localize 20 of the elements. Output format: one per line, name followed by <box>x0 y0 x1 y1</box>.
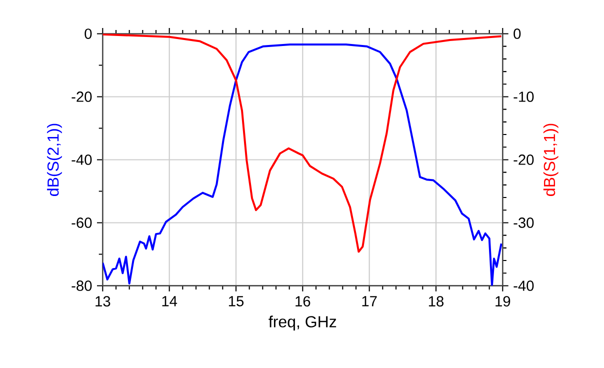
y2-axis-title: dB(S(1,1)) <box>543 124 558 196</box>
x-tick-label: 17 <box>362 296 377 306</box>
y-tick-label: -60 <box>72 218 92 228</box>
x-tick-label: 14 <box>162 296 178 306</box>
x-tick-label: 15 <box>228 296 244 306</box>
y-axis-title: dB(S(2,1)) <box>47 124 62 196</box>
x-axis-title: freq, GHz <box>268 316 336 331</box>
y-tick-label: -80 <box>72 280 92 291</box>
y2-tick-label: -30 <box>514 218 534 228</box>
y2-tick-label: -10 <box>514 92 534 102</box>
y-tick-label: -40 <box>72 154 92 165</box>
x-tick-label: 18 <box>428 296 444 307</box>
y2-tick-label: -20 <box>514 154 534 165</box>
x-tick-label: 16 <box>296 296 310 307</box>
y-tick-label: 0 <box>84 28 92 39</box>
y2-tick-label: 0 <box>514 28 521 39</box>
x-tick-label: 13 <box>96 296 110 307</box>
y-tick-label: -20 <box>72 92 92 102</box>
y2-tick-label: -40 <box>514 280 534 291</box>
x-tick-label: 19 <box>496 296 510 307</box>
